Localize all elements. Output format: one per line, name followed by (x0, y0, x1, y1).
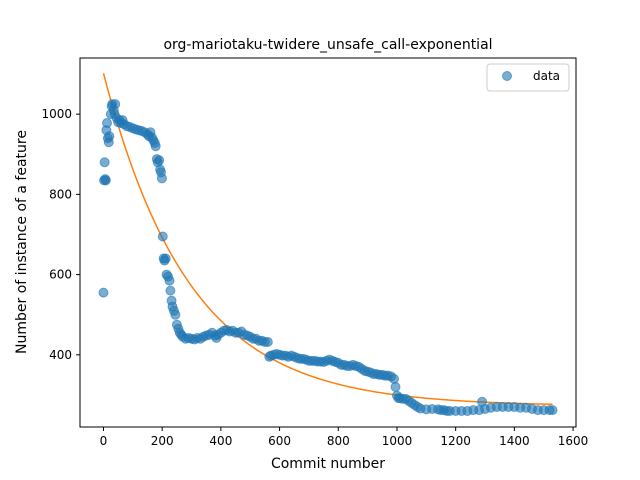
x-tick-label: 1400 (499, 434, 530, 448)
points-layer (98, 99, 558, 416)
x-tick-label: 400 (209, 434, 232, 448)
data-point (102, 117, 112, 128)
data-point (157, 231, 168, 242)
legend-marker-data (502, 71, 512, 81)
x-axis-ticks: 0 200 400 600 800 1000 1200 1400 1600 (100, 427, 589, 448)
y-tick-label: 800 (49, 187, 72, 201)
data-point (389, 373, 400, 384)
x-tick-label: 200 (151, 434, 174, 448)
data-point (100, 175, 111, 186)
plot-frame (79, 57, 577, 428)
y-axis-label: Number of instance of a feature (14, 130, 30, 354)
y-tick-label: 400 (49, 348, 72, 362)
y-tick-label: 1000 (41, 107, 72, 121)
x-axis-label: Commit number (271, 456, 385, 472)
x-tick-label: 1200 (440, 434, 471, 448)
x-tick-label: 1600 (558, 434, 589, 448)
chart-title: org-mariotaku-twidere_unsafe_call-expone… (163, 37, 492, 53)
legend: data (486, 63, 570, 92)
data-point (98, 287, 109, 298)
data-point (170, 309, 181, 320)
data-point (154, 155, 165, 166)
y-tick-label: 600 (49, 268, 72, 282)
data-point (547, 405, 558, 416)
legend-label-data: data (533, 69, 560, 83)
data-point (160, 253, 171, 264)
data-point (110, 99, 121, 110)
x-tick-label: 600 (268, 434, 291, 448)
data-point (164, 275, 175, 286)
data-point (156, 173, 167, 184)
x-tick-label: 800 (327, 434, 350, 448)
x-tick-label: 0 (100, 434, 108, 448)
data-point (165, 285, 176, 296)
legend-box (486, 63, 570, 92)
data-point (104, 131, 115, 142)
x-tick-label: 1000 (382, 434, 413, 448)
data-point (150, 141, 161, 152)
data-point (390, 381, 401, 392)
y-axis-ticks: 400 600 800 1000 (41, 107, 80, 362)
data-point (262, 336, 273, 347)
data-point (99, 157, 110, 168)
